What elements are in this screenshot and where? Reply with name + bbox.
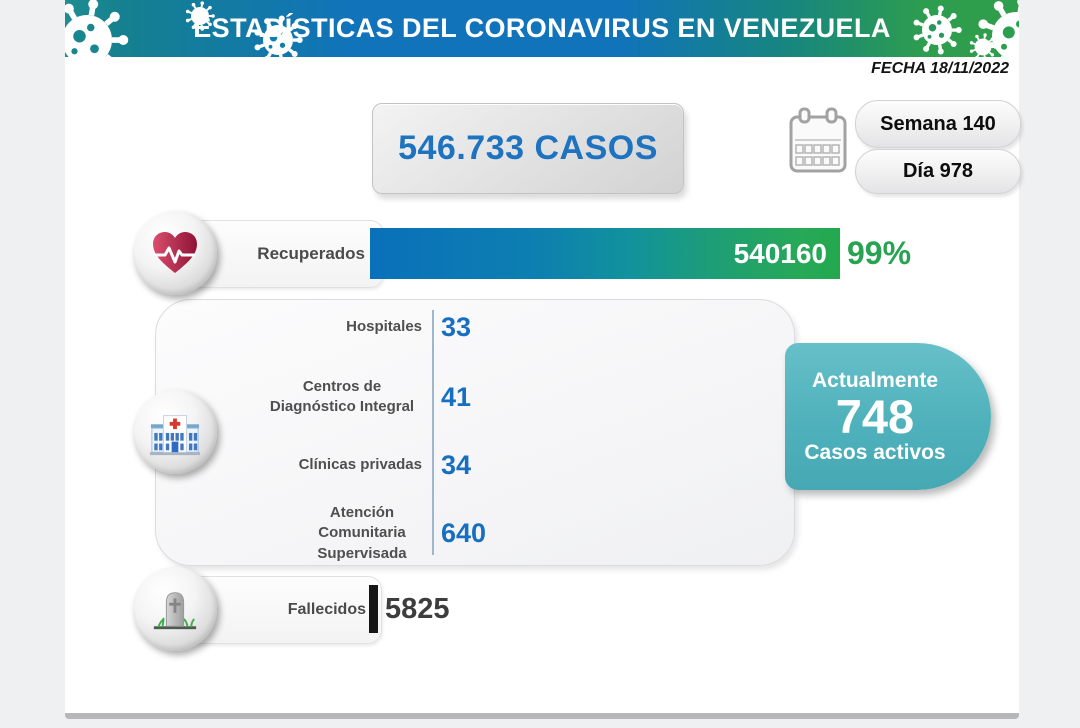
header-banner: ESTADÍSTICAS DEL CORONAVIRUS EN VENEZUEL… <box>65 0 1019 57</box>
total-cases-value: 546.733 CASOS <box>398 129 658 167</box>
facility-value: 640 <box>441 518 487 548</box>
facility-label: Clínicas privadas <box>298 455 422 473</box>
date-label: FECHA 18/11/2022 <box>871 60 1009 77</box>
facility-value: 41 <box>441 381 472 412</box>
recovered-label: Recuperados <box>257 244 365 263</box>
table-row: Centros de Diagnóstico Integral 41 <box>156 360 794 434</box>
deaths-bar <box>369 585 378 633</box>
facility-value: 33 <box>441 311 472 342</box>
facility-label: Hospitales <box>346 317 422 335</box>
day-badge: Día 978 <box>855 149 1021 194</box>
facility-label: Atención Comunitaria Supervisada <box>317 504 407 562</box>
table-row: Clínicas privadas 34 <box>156 442 794 488</box>
week-badge: Semana 140 <box>855 100 1021 148</box>
slide-canvas: ESTADÍSTICAS DEL CORONAVIRUS EN VENEZUEL… <box>65 0 1021 713</box>
slide-bottom-shadow <box>65 713 1019 719</box>
recovered-icon-circle <box>133 211 217 295</box>
tombstone-icon <box>153 592 197 630</box>
table-row: Atención Comunitaria Supervisada 640 <box>156 502 794 565</box>
page-title: ESTADÍSTICAS DEL CORONAVIRUS EN VENEZUEL… <box>193 13 891 43</box>
active-cases-suffix: Casos activos <box>804 441 946 465</box>
active-cases-value: 748 <box>835 389 915 443</box>
facility-value: 34 <box>441 449 472 480</box>
recovered-value: 540160 <box>733 237 827 269</box>
heart-pulse-icon <box>153 232 197 273</box>
facilities-divider <box>432 310 434 555</box>
active-cases-prefix: Actualmente <box>811 368 939 392</box>
deaths-icon-circle <box>133 567 217 651</box>
week-label: Semana 140 <box>880 112 996 135</box>
deaths-label: Fallecidos <box>287 601 366 618</box>
day-label: Día 978 <box>902 160 974 182</box>
table-row: Hospitales 33 <box>156 304 794 350</box>
recovered-percent: 99% <box>847 235 912 271</box>
recovered-bar: 540160 <box>370 228 840 279</box>
calendar-icon <box>789 107 847 173</box>
deaths-value: 5825 <box>385 592 450 625</box>
facilities-icon-circle <box>133 390 217 474</box>
hospital-icon <box>149 415 201 456</box>
total-cases-box: 546.733 CASOS <box>372 103 684 194</box>
active-cases-badge: Actualmente 748 Casos activos <box>785 343 991 490</box>
facilities-panel: Hospitales 33 Centros de Diagnóstico Int… <box>155 299 795 566</box>
facility-label: Centros de Diagnóstico Integral <box>269 377 415 415</box>
